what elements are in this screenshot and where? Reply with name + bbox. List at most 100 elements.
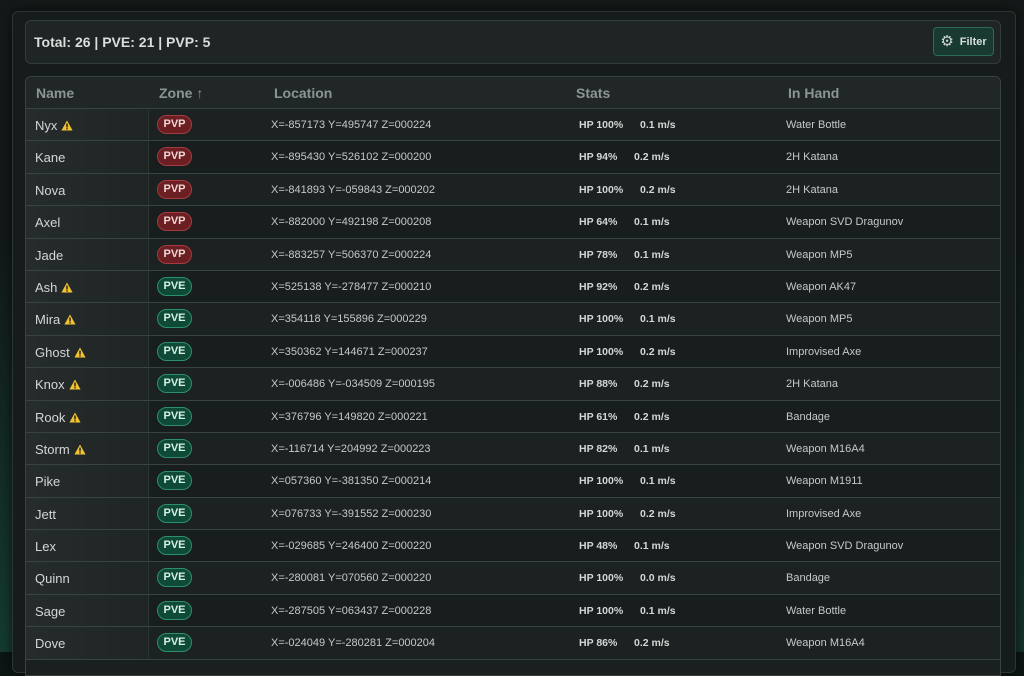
player-name: Nyx <box>35 118 73 133</box>
column-header-zone[interactable]: Zone ↑ <box>159 85 203 101</box>
player-name-text: Nova <box>35 183 65 198</box>
player-name-text: Jade <box>35 248 63 263</box>
in-hand-item: Weapon SVD Dragunov <box>786 540 903 552</box>
location-coordinates: X=-024049 Y=-280281 Z=000204 <box>271 637 435 649</box>
speed-stat: 0.2 m/s <box>634 378 670 390</box>
table-row[interactable]: Knox PVE X=-006486 Y=-034509 Z=000195 HP 88… <box>26 368 1000 400</box>
in-hand-item: Weapon MP5 <box>786 249 852 261</box>
in-hand-item: Weapon M16A4 <box>786 443 865 455</box>
column-header-in-hand[interactable]: In Hand <box>788 85 839 101</box>
hp-stat: HP 88% <box>579 378 617 390</box>
speed-stat: 0.1 m/s <box>640 313 676 325</box>
player-name: Storm <box>35 442 86 457</box>
filter-button-label: Filter <box>960 36 987 48</box>
warning-icon <box>74 444 86 455</box>
location-coordinates: X=-883257 Y=506370 Z=000224 <box>271 249 431 261</box>
player-name-text: Knox <box>35 377 65 392</box>
player-name: Rook <box>35 410 81 425</box>
speed-stat: 0.2 m/s <box>634 281 670 293</box>
zone-badge: PVE <box>157 504 192 523</box>
location-coordinates: X=525138 Y=-278477 Z=000210 <box>271 281 431 293</box>
hp-stat: HP 61% <box>579 411 617 423</box>
player-name-cell: Nova <box>26 174 149 205</box>
player-name-text: Kane <box>35 150 65 165</box>
hp-stat: HP 100% <box>579 313 623 325</box>
in-hand-item: Bandage <box>786 572 830 584</box>
player-name-text: Rook <box>35 410 65 425</box>
column-header-name[interactable]: Name <box>36 85 74 101</box>
player-name-cell: Storm <box>26 433 149 464</box>
player-name: Nova <box>35 183 65 198</box>
location-coordinates: X=-006486 Y=-034509 Z=000195 <box>271 378 435 390</box>
hp-stat: HP 100% <box>579 184 623 196</box>
speed-stat: 0.1 m/s <box>634 249 670 261</box>
location-coordinates: X=-841893 Y=-059843 Z=000202 <box>271 184 435 196</box>
in-hand-item: Bandage <box>786 411 830 423</box>
player-name-cell: Dove <box>26 627 149 658</box>
warning-icon <box>61 282 73 293</box>
in-hand-item: Improvised Axe <box>786 508 861 520</box>
speed-stat: 0.2 m/s <box>634 637 670 649</box>
location-coordinates: X=350362 Y=144671 Z=000237 <box>271 346 428 358</box>
hp-stat: HP 78% <box>579 249 617 261</box>
location-coordinates: X=376796 Y=149820 Z=000221 <box>271 411 428 423</box>
summary-bar: Total: 26 | PVE: 21 | PVP: 5 ⚙ Filter <box>25 20 1001 64</box>
location-coordinates: X=057360 Y=-381350 Z=000214 <box>271 475 431 487</box>
warning-icon <box>64 314 76 325</box>
player-name-cell: Ash <box>26 271 149 302</box>
location-coordinates: X=076733 Y=-391552 Z=000230 <box>271 508 431 520</box>
speed-stat: 0.0 m/s <box>640 572 676 584</box>
column-header-location[interactable]: Location <box>274 85 332 101</box>
in-hand-item: 2H Katana <box>786 378 838 390</box>
player-name-cell: Mira <box>26 303 149 334</box>
player-name-text: Dove <box>35 636 65 651</box>
column-header-stats[interactable]: Stats <box>576 85 610 101</box>
zone-badge: PVE <box>157 374 192 393</box>
hp-stat: HP 48% <box>579 540 617 552</box>
location-coordinates: X=-029685 Y=246400 Z=000220 <box>271 540 431 552</box>
player-name: Knox <box>35 377 81 392</box>
player-name-cell: Pike <box>26 465 149 496</box>
zone-badge: PVE <box>157 633 192 652</box>
zone-badge: PVP <box>157 147 192 166</box>
player-name: Jett <box>35 507 56 522</box>
player-name-text: Storm <box>35 442 70 457</box>
in-hand-item: 2H Katana <box>786 184 838 196</box>
speed-stat: 0.1 m/s <box>640 605 676 617</box>
player-name: Mira <box>35 312 76 327</box>
zone-badge: PVE <box>157 277 192 296</box>
in-hand-item: Water Bottle <box>786 119 846 131</box>
player-name-text: Ash <box>35 280 57 295</box>
speed-stat: 0.2 m/s <box>634 151 670 163</box>
speed-stat: 0.2 m/s <box>634 411 670 423</box>
player-name: Axel <box>35 215 60 230</box>
speed-stat: 0.2 m/s <box>640 508 676 520</box>
player-name-text: Pike <box>35 474 60 489</box>
filter-button[interactable]: ⚙ Filter <box>933 27 994 56</box>
player-name-cell: Rook <box>26 401 149 432</box>
hp-stat: HP 100% <box>579 119 623 131</box>
in-hand-item: Weapon M16A4 <box>786 637 865 649</box>
player-name: Dove <box>35 636 65 651</box>
player-name: Lex <box>35 539 56 554</box>
player-name: Ash <box>35 280 73 295</box>
player-name-cell: Lex <box>26 530 149 561</box>
in-hand-item: 2H Katana <box>786 151 838 163</box>
